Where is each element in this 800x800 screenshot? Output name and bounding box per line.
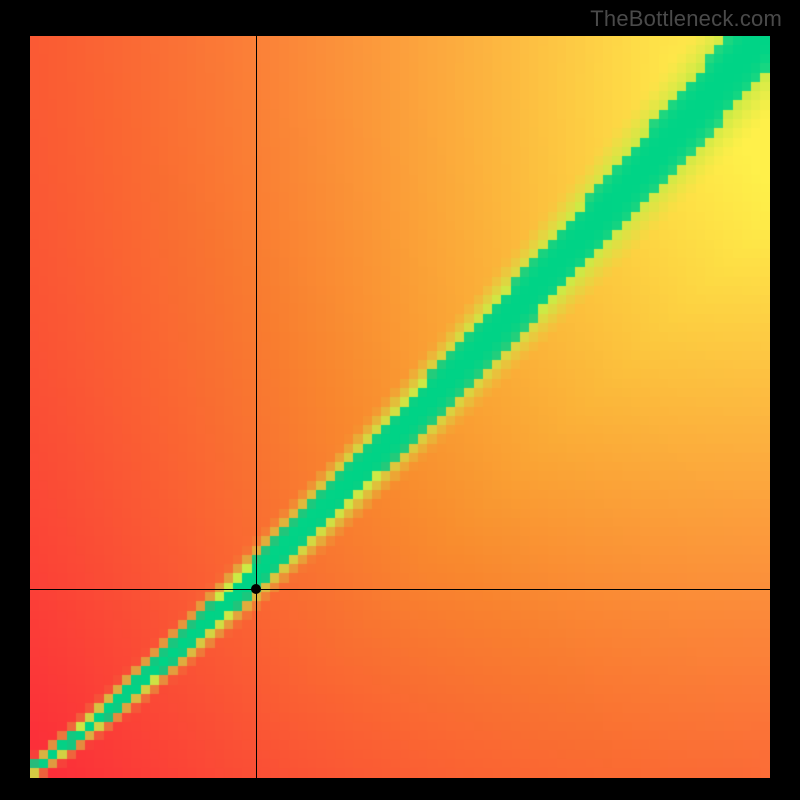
heatmap-canvas	[30, 36, 770, 778]
figure-root: TheBottleneck.com	[0, 0, 800, 800]
watermark-text: TheBottleneck.com	[590, 6, 782, 32]
crosshair-vertical	[256, 36, 257, 778]
crosshair-horizontal	[30, 589, 770, 590]
crosshair-marker-dot	[251, 584, 261, 594]
heatmap-plot	[30, 36, 770, 778]
